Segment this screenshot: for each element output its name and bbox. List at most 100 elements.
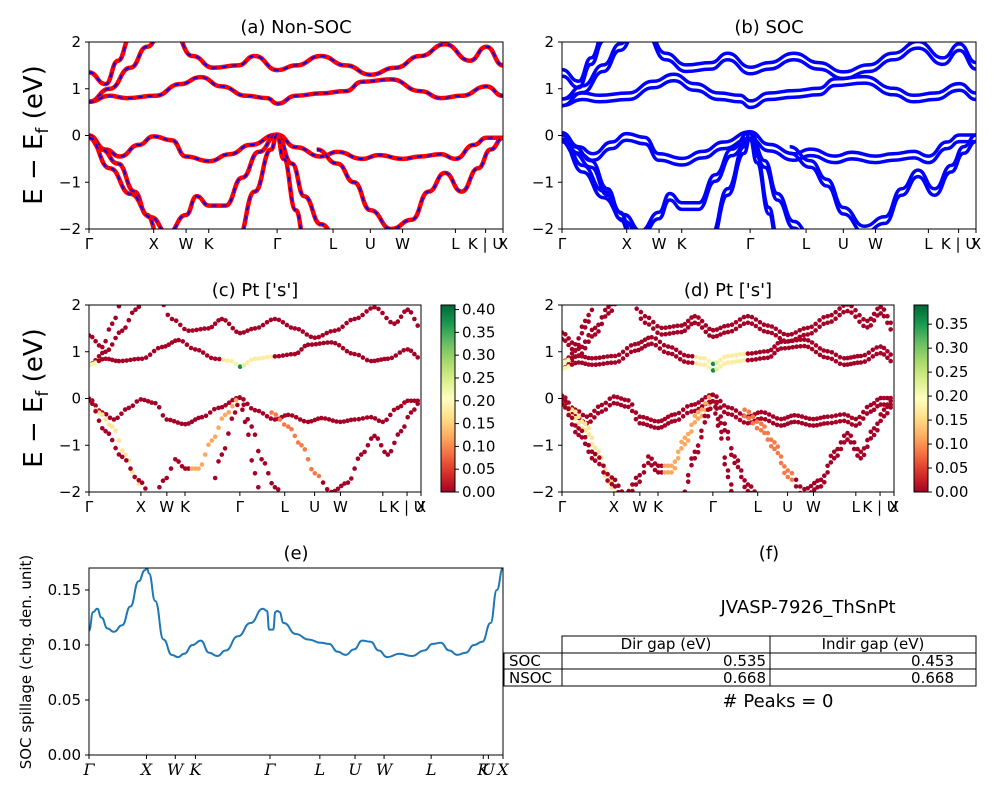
point-d-band-4 bbox=[692, 402, 698, 407]
point-d-band-4 bbox=[758, 409, 764, 415]
point-c-band-1 bbox=[113, 315, 118, 321]
point-d-band-3 bbox=[825, 320, 830, 326]
point-d-band-0 bbox=[609, 305, 614, 307]
point-d-band-2 bbox=[665, 344, 671, 349]
point-d-band-3 bbox=[841, 305, 846, 308]
band-a-nonsoc-7 bbox=[241, 132, 304, 229]
point-c-band-7 bbox=[240, 407, 245, 413]
point-d-band-8 bbox=[865, 437, 870, 443]
point-c-band-7 bbox=[212, 475, 218, 481]
point-d-band-3 bbox=[659, 332, 664, 337]
point-d-band-2 bbox=[837, 361, 843, 367]
band-a-soc-overlay-2 bbox=[89, 76, 503, 105]
point-c-band-2 bbox=[252, 356, 258, 362]
point-d-band-0 bbox=[606, 311, 611, 316]
point-d-band-7 bbox=[685, 472, 691, 478]
point-d-band-3 bbox=[881, 307, 887, 312]
panel-c-ytick-label: −1 bbox=[59, 436, 81, 454]
panel-a-frame bbox=[88, 41, 504, 230]
point-d-band-2 bbox=[714, 367, 720, 372]
point-d-band-2 bbox=[710, 361, 716, 367]
panel-a-xtick-label: L bbox=[451, 235, 460, 253]
point-d-band-3 bbox=[692, 320, 698, 326]
point-d-band-3 bbox=[659, 325, 664, 331]
point-d-band-4 bbox=[615, 394, 620, 400]
point-c-band-2 bbox=[196, 348, 202, 353]
point-d-band-2 bbox=[608, 353, 614, 359]
point-d-band-7 bbox=[710, 399, 715, 404]
point-c-band-3 bbox=[384, 315, 389, 321]
point-d-band-2 bbox=[605, 360, 610, 366]
point-d-band-8 bbox=[871, 432, 877, 438]
point-c-band-8 bbox=[372, 433, 377, 439]
point-d-band-4 bbox=[689, 402, 694, 408]
point-d-band-8 bbox=[858, 456, 864, 461]
point-c-band-8 bbox=[295, 440, 301, 445]
point-d-band-6 bbox=[735, 464, 741, 470]
point-c-band-0 bbox=[106, 347, 112, 353]
point-c-band-2 bbox=[208, 355, 214, 361]
point-c-band-2 bbox=[204, 353, 210, 358]
point-c-band-4 bbox=[111, 417, 117, 422]
point-d-band-4 bbox=[825, 421, 830, 426]
point-c-band-8 bbox=[398, 428, 404, 434]
point-d-band-3 bbox=[805, 332, 810, 337]
point-d-band-0 bbox=[602, 307, 608, 313]
point-c-band-0 bbox=[116, 330, 122, 336]
point-d-band-3 bbox=[671, 330, 676, 336]
point-c-band-6 bbox=[164, 475, 169, 481]
point-c-band-8 bbox=[378, 443, 384, 448]
band-b-soc-down-3 bbox=[651, 42, 976, 81]
point-c-band-7 bbox=[246, 432, 251, 438]
point-d-band-2 bbox=[597, 362, 602, 367]
point-c-band-2 bbox=[309, 342, 315, 347]
point-d-band-6 bbox=[742, 478, 747, 483]
point-c-band-8 bbox=[289, 427, 294, 432]
point-d-band-6 bbox=[669, 470, 674, 475]
point-c-band-2 bbox=[336, 343, 342, 348]
point-c-band-8 bbox=[339, 483, 344, 489]
point-c-band-8 bbox=[405, 414, 411, 420]
point-d-band-6 bbox=[659, 463, 664, 469]
point-d-band-2 bbox=[829, 356, 835, 362]
point-d-band-4 bbox=[861, 409, 866, 415]
point-c-band-4 bbox=[398, 403, 404, 409]
band-b-soc-down-6 bbox=[562, 136, 800, 229]
point-d-band-6 bbox=[739, 468, 744, 473]
point-c-band-7 bbox=[222, 446, 228, 451]
point-d-band-5 bbox=[592, 445, 598, 451]
panel-e-ytick-label: 0.00 bbox=[48, 746, 81, 764]
point-c-band-3 bbox=[212, 321, 218, 327]
point-c-band-2 bbox=[368, 358, 374, 364]
point-d-band-8 bbox=[875, 421, 880, 427]
point-d-band-8 bbox=[841, 433, 847, 439]
point-d-band-4 bbox=[857, 414, 862, 420]
point-d-band-2 bbox=[829, 350, 835, 355]
point-d-band-6 bbox=[620, 496, 625, 501]
panel-e-xtick-label: X bbox=[139, 760, 153, 779]
point-d-band-6 bbox=[597, 461, 602, 467]
point-d-band-2 bbox=[681, 352, 687, 358]
point-d-band-8 bbox=[772, 446, 777, 452]
table-header-indir: Indir gap (eV) bbox=[822, 635, 925, 653]
point-c-band-6 bbox=[139, 480, 145, 486]
point-d-band-8 bbox=[888, 398, 893, 404]
point-c-band-4 bbox=[126, 405, 132, 411]
point-d-band-3 bbox=[888, 320, 893, 326]
point-d-band-2 bbox=[866, 350, 872, 356]
point-c-band-8 bbox=[382, 449, 387, 455]
point-c-band-3 bbox=[173, 318, 179, 324]
band-a-soc-overlay-7 bbox=[242, 133, 302, 229]
point-d-band-6 bbox=[729, 446, 734, 451]
point-d-band-6 bbox=[682, 435, 688, 441]
point-c-band-8 bbox=[352, 466, 357, 471]
point-d-band-3 bbox=[829, 312, 834, 318]
point-d-band-2 bbox=[706, 358, 712, 364]
point-c-band-8 bbox=[316, 473, 322, 479]
point-c-band-1 bbox=[90, 334, 95, 340]
panel-a-ytick-label: 0 bbox=[71, 127, 81, 145]
point-d-band-2 bbox=[841, 356, 847, 361]
point-c-band-6 bbox=[186, 466, 191, 471]
point-d-band-6 bbox=[752, 489, 757, 492]
